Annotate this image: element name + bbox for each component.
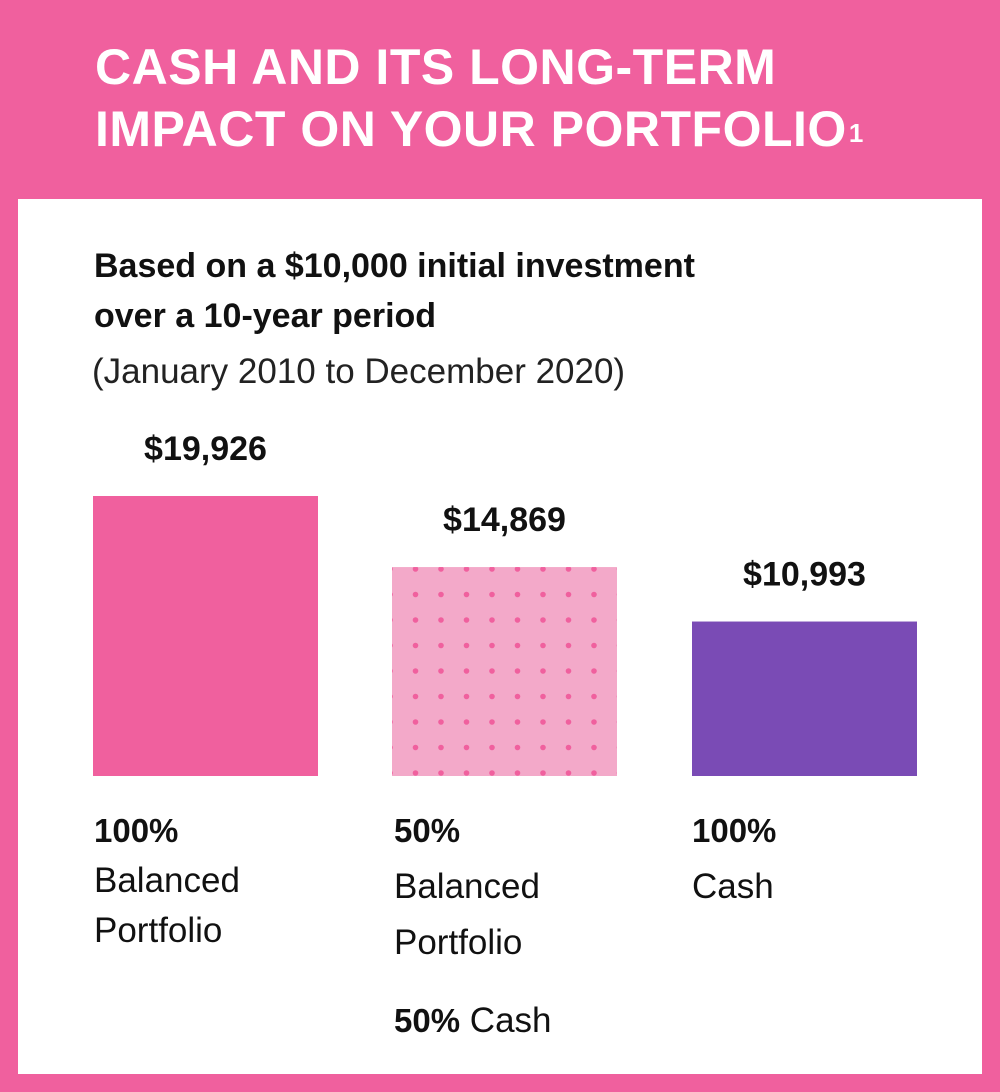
footnote-marker: 1 — [848, 118, 864, 148]
bar-balanced-portfolio — [93, 496, 318, 776]
value-label: $19,926 — [144, 430, 267, 468]
category-extra-name: Cash — [469, 1001, 552, 1040]
header-title-line1: CASH AND ITS LONG-TERM — [95, 39, 777, 95]
header-title-line2: IMPACT ON YOUR PORTFOLIO1 — [95, 98, 975, 160]
category-label-cash: 100% Cash — [692, 806, 776, 912]
category-pct: 100% — [692, 812, 777, 849]
chart-period: (January 2010 to December 2020) — [92, 352, 626, 391]
bars-layer — [93, 496, 917, 776]
category-label-mixed: 50% Balanced Portfolio 50% Cash — [394, 806, 552, 1046]
chart-subtitle: Based on a $10,000 initial investment ov… — [94, 241, 914, 341]
bar-mixed-dot-pattern — [392, 567, 617, 776]
chart-header: CASH AND ITS LONG-TERM IMPACT ON YOUR PO… — [95, 36, 975, 160]
category-extra: 50% Cash — [394, 996, 552, 1046]
value-label: $10,993 — [743, 556, 866, 594]
bar-cash — [692, 621, 917, 776]
category-name-line1: Balanced — [394, 867, 540, 906]
category-name-line2: Portfolio — [394, 923, 523, 962]
category-label-balanced: 100% Balanced Portfolio — [94, 806, 240, 956]
chart-panel: Based on a $10,000 initial investment ov… — [18, 199, 982, 1074]
category-name-line2: Portfolio — [94, 911, 223, 950]
category-extra-pct: 50% — [394, 1002, 461, 1039]
subtitle-line1: Based on a $10,000 initial investment — [94, 247, 695, 285]
value-labels-layer: $19,926 $14,869 $10,993 — [144, 430, 866, 594]
bar-chart: $19,926 $14,869 $10,993 — [93, 430, 917, 776]
category-pct: 100% — [94, 812, 179, 849]
category-pct: 50% — [394, 812, 461, 849]
header-title-line2-text: IMPACT ON YOUR PORTFOLIO — [95, 101, 847, 157]
category-name-line1: Balanced — [94, 861, 240, 900]
value-label: $14,869 — [443, 501, 566, 539]
subtitle-line2: over a 10-year period — [94, 297, 437, 335]
category-name-line1: Cash — [692, 867, 774, 906]
